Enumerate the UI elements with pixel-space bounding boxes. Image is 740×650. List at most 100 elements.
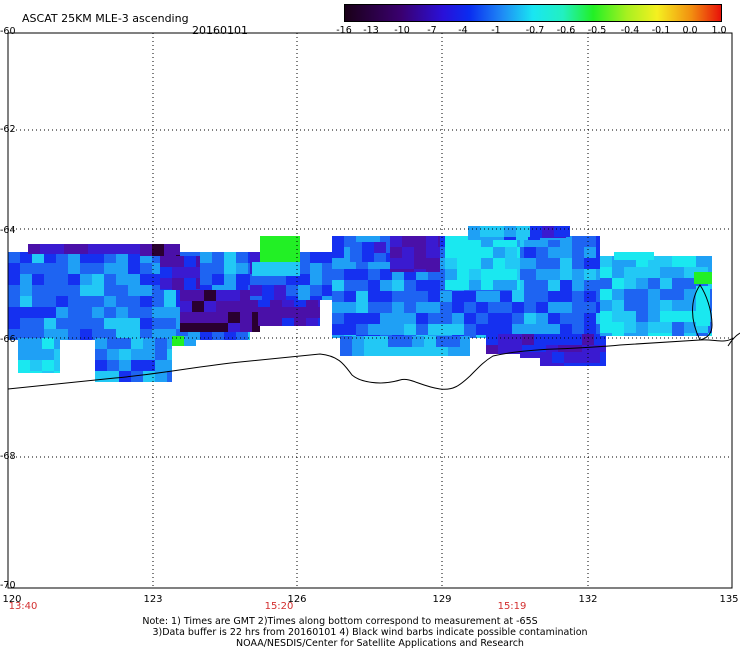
lon-label-135: 135 (719, 594, 739, 605)
ice-cell (660, 289, 672, 300)
ice-cell (392, 291, 404, 302)
ice-cell (362, 253, 374, 262)
ice-cell (548, 247, 560, 258)
ice-cell (42, 338, 54, 349)
ice-cell (416, 313, 428, 324)
ice-cell (116, 296, 128, 307)
time-label-middle: 15:20 (264, 601, 294, 612)
ice-cell (44, 285, 56, 296)
ice-cell (332, 258, 344, 269)
ice-cell (376, 347, 388, 356)
ice-cell (612, 322, 624, 333)
ice-cell (612, 333, 624, 336)
ice-cell (460, 347, 470, 356)
ice-cell (414, 236, 426, 247)
ice-cell (505, 280, 517, 290)
ice-cell (412, 336, 424, 347)
ice-cell (42, 360, 54, 371)
ice-cell (116, 285, 128, 296)
ice-cell (56, 285, 68, 296)
ice-cell (92, 307, 104, 318)
ice-cell (248, 274, 250, 285)
ice-cell (204, 323, 216, 332)
ice-cell (92, 274, 104, 285)
ice-cell (140, 318, 152, 329)
ice-cell (356, 302, 368, 313)
ice-cell (438, 258, 440, 269)
ice-cell (594, 334, 606, 345)
ice-cell (504, 237, 516, 240)
ice-cell (438, 236, 440, 247)
ice-cell (184, 336, 196, 346)
ice-cell (167, 349, 172, 360)
ice-cell (600, 311, 612, 322)
ice-cell (322, 296, 332, 300)
ice-cell (332, 335, 344, 338)
ice-cell (32, 252, 44, 263)
ice-cell (469, 280, 481, 290)
ice-cell (660, 256, 672, 267)
ice-cell (332, 302, 344, 313)
ice-cell (445, 247, 457, 258)
ice-cell (510, 345, 522, 354)
ice-cell (44, 263, 56, 274)
ice-cell (104, 329, 116, 340)
ice-cell (492, 226, 504, 237)
ice-cell (332, 280, 344, 291)
lat-label-70: -70 (0, 580, 16, 591)
ice-cell (92, 318, 104, 329)
ice-cell (152, 252, 164, 263)
footnote-line-2: 3)Data buffer is 22 hrs from 20160101 4)… (152, 627, 588, 638)
ice-cell (164, 255, 176, 256)
ice-cell (20, 296, 32, 307)
ice-cell (524, 280, 536, 291)
ice-cell (40, 244, 52, 254)
ice-cell (322, 285, 332, 296)
ice-cell (452, 302, 464, 313)
ice-cell (380, 280, 392, 291)
ice-cell (488, 302, 500, 313)
ice-cell (564, 352, 576, 363)
ice-cell (469, 269, 481, 280)
ice-cell (380, 269, 392, 280)
ice-cell (128, 263, 140, 274)
ice-cell (204, 290, 216, 301)
ice-cell (486, 345, 498, 354)
ice-cell (8, 296, 20, 307)
ice-cell (143, 371, 155, 382)
ice-cell (92, 252, 104, 263)
ice-cell (32, 296, 44, 307)
ice-cell (624, 267, 636, 278)
ice-cell (258, 296, 270, 307)
ice-cell (116, 263, 128, 274)
ice-cell (684, 278, 696, 289)
ice-cell (143, 338, 155, 349)
ice-cell (95, 349, 107, 360)
ice-cell (164, 244, 176, 255)
ice-cell (140, 252, 152, 263)
ice-cell (624, 289, 636, 300)
ice-cell (344, 324, 356, 335)
ice-cell (119, 349, 131, 360)
ice-cell (318, 296, 320, 307)
ice-cell (388, 336, 400, 347)
ice-cell (8, 285, 20, 296)
ice-cell (390, 236, 402, 247)
ice-cell (572, 302, 584, 313)
ice-cell (294, 307, 306, 318)
ice-cell (282, 296, 294, 307)
ice-cell (469, 247, 481, 258)
ice-cell (524, 291, 536, 302)
ice-cell (388, 347, 400, 356)
ice-cell (426, 258, 438, 269)
colorbar-tick-label: -0.4 (620, 25, 640, 36)
ice-cell (344, 302, 356, 313)
ice-cell (493, 280, 505, 290)
ice-cell (368, 324, 380, 335)
ice-cell (512, 291, 524, 302)
ice-cell (143, 360, 155, 371)
ice-cell (228, 312, 240, 323)
ice-cell (131, 349, 143, 360)
ice-cell (548, 280, 560, 291)
ice-cell (80, 307, 92, 318)
